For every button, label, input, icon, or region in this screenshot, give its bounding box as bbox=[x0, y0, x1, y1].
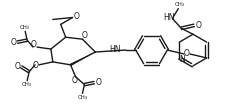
Text: O: O bbox=[71, 76, 77, 85]
Text: O: O bbox=[14, 62, 20, 71]
Text: CH₃: CH₃ bbox=[77, 95, 87, 100]
Text: CH₃: CH₃ bbox=[20, 25, 30, 30]
Text: O: O bbox=[10, 38, 16, 47]
Text: N: N bbox=[178, 55, 184, 64]
Text: O: O bbox=[194, 21, 200, 30]
Text: O: O bbox=[95, 78, 101, 87]
Text: O: O bbox=[32, 61, 38, 70]
Text: CH₃: CH₃ bbox=[22, 82, 32, 87]
Polygon shape bbox=[70, 52, 95, 66]
Text: O: O bbox=[30, 40, 36, 49]
Text: O: O bbox=[73, 12, 79, 21]
Text: O: O bbox=[183, 50, 189, 59]
Text: HN: HN bbox=[109, 45, 120, 54]
Text: CH₃: CH₃ bbox=[174, 2, 185, 7]
Text: O: O bbox=[81, 31, 87, 40]
Text: HN: HN bbox=[163, 13, 174, 22]
